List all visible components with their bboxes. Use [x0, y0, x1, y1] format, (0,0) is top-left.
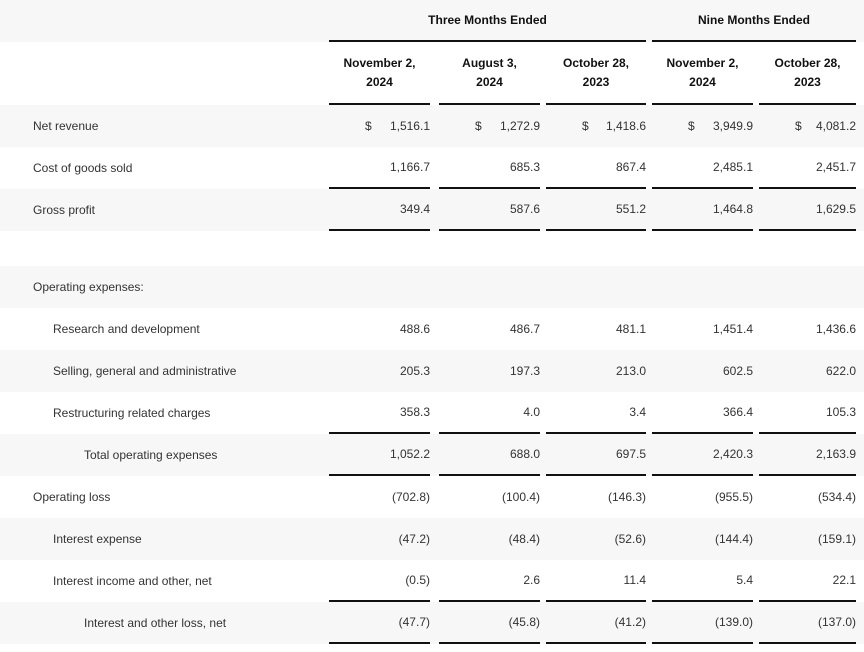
- table-row: Operating loss (702.8) (100.4) (146.3) (955.…: [0, 476, 864, 518]
- cell-value: 358.3: [399, 405, 430, 419]
- table-row: Interest expense (47.2) (48.4) (52.6) (144.4…: [0, 518, 864, 560]
- cell-value: 2,163.9: [815, 447, 856, 461]
- cell-value: (47.2): [398, 532, 430, 546]
- cell-value: 5.4: [736, 573, 753, 587]
- cell-value: (52.6): [614, 532, 646, 546]
- cell-value: 1,629.5: [815, 202, 856, 216]
- cell-value: 205.3: [399, 364, 430, 378]
- table-row: Selling, general and administrative 205.3…: [0, 350, 864, 392]
- cell-value: 1,166.7: [389, 160, 430, 174]
- row-label: Interest income and other, net: [53, 574, 212, 588]
- currency-symbol: $: [688, 119, 695, 133]
- table-row: Operating expenses:: [0, 266, 864, 308]
- currency-symbol: $: [582, 119, 589, 133]
- table-row: Net revenue $1,516.1 $1,272.9 $1,418.6 $3,94…: [0, 105, 864, 147]
- cell-value: 349.4: [399, 202, 430, 216]
- cell-value: 688.0: [509, 447, 540, 461]
- cell-value: 481.1: [615, 322, 646, 336]
- cell-value: 4.0: [523, 405, 540, 419]
- cell-value: 3,949.9: [712, 119, 753, 133]
- cell-value: 197.3: [509, 364, 540, 378]
- cell-value: 1,464.8: [712, 202, 753, 216]
- cell-value: (48.4): [508, 532, 540, 546]
- cell-value: 622.0: [825, 364, 856, 378]
- header-three-months: Three Months Ended: [329, 0, 646, 42]
- cell-value: 11.4: [623, 573, 646, 587]
- currency-symbol: $: [795, 119, 802, 133]
- row-label: Selling, general and administrative: [53, 364, 237, 378]
- cell-value: (955.5): [714, 490, 753, 504]
- cell-value: 486.7: [509, 322, 540, 336]
- currency-symbol: $: [475, 119, 482, 133]
- table-row: Gross profit 349.4 587.6 551.2 1,464.8 1,629.…: [0, 189, 864, 231]
- cell-value: 1,272.9: [499, 119, 540, 133]
- cell-value: 1,052.2: [389, 447, 430, 461]
- cell-value: (146.3): [607, 490, 646, 504]
- cell-value: (702.8): [391, 490, 430, 504]
- cell-value: 867.4: [615, 160, 646, 174]
- cell-value: (144.4): [714, 532, 753, 546]
- cell-value: 2,420.3: [712, 447, 753, 461]
- cell-value: 697.5: [615, 447, 646, 461]
- cell-value: (45.8): [508, 615, 540, 629]
- column-header: November 2, 2024: [329, 42, 430, 105]
- cell-value: (0.5): [405, 573, 430, 587]
- cell-value: (159.1): [817, 532, 856, 546]
- row-label: Operating loss: [33, 490, 111, 504]
- cell-value: 685.3: [509, 160, 540, 174]
- row-label: Interest expense: [53, 532, 142, 546]
- cell-value: 1,418.6: [605, 119, 646, 133]
- cell-value: 2,451.7: [815, 160, 856, 174]
- cell-value: 3.4: [629, 405, 646, 419]
- column-header: November 2, 2024: [652, 42, 753, 105]
- row-label: Total operating expenses: [84, 448, 218, 462]
- row-label: Operating expenses:: [33, 280, 144, 294]
- table-row: Research and development 488.6 486.7 481.1 1…: [0, 308, 864, 350]
- cell-value: (47.7): [398, 615, 430, 629]
- header-group-row: Three Months Ended Nine Months Ended: [0, 0, 864, 42]
- cell-value: 602.5: [722, 364, 753, 378]
- header-date-row: November 2, 2024 August 3, 2024 October …: [0, 42, 864, 105]
- cell-value: 551.2: [615, 202, 646, 216]
- cell-value: 587.6: [509, 202, 540, 216]
- cell-value: (100.4): [501, 490, 540, 504]
- row-label: Cost of goods sold: [33, 161, 133, 175]
- spacer-row: [0, 231, 864, 266]
- cell-value: 1,436.6: [815, 322, 856, 336]
- column-header: October 28, 2023: [546, 42, 646, 105]
- row-label: Restructuring related charges: [53, 406, 211, 420]
- column-header: August 3, 2024: [439, 42, 540, 105]
- row-label: Net revenue: [33, 119, 99, 133]
- table-row: Interest income and other, net (0.5) 2.6 11…: [0, 560, 864, 602]
- table-row: Restructuring related charges 358.3 4.0 3.4…: [0, 392, 864, 434]
- cell-value: 2.6: [523, 573, 540, 587]
- cell-value: (139.0): [714, 615, 753, 629]
- cell-value: 22.1: [832, 573, 856, 587]
- cell-value: 2,485.1: [712, 160, 753, 174]
- table-row: Cost of goods sold 1,166.7 685.3 867.4 2,485…: [0, 147, 864, 189]
- row-label: Research and development: [53, 322, 200, 336]
- row-label: Gross profit: [33, 203, 96, 217]
- table-row: Total operating expenses 1,052.2 688.0 697.…: [0, 434, 864, 476]
- cell-value: (137.0): [817, 615, 856, 629]
- column-header: October 28, 2023: [759, 42, 856, 105]
- cell-value: (41.2): [614, 615, 646, 629]
- table-row: Interest and other loss, net (47.7) (45.8)…: [0, 602, 864, 644]
- cell-value: 105.3: [825, 405, 856, 419]
- header-nine-months: Nine Months Ended: [652, 0, 856, 42]
- cell-value: 366.4: [722, 405, 753, 419]
- cell-value: (534.4): [817, 490, 856, 504]
- cell-value: 1,516.1: [389, 119, 430, 133]
- cell-value: 488.6: [399, 322, 430, 336]
- cell-value: 1,451.4: [712, 322, 753, 336]
- cell-value: 213.0: [615, 364, 646, 378]
- cell-value: 4,081.2: [815, 119, 856, 133]
- currency-symbol: $: [365, 119, 372, 133]
- row-label: Interest and other loss, net: [84, 616, 227, 630]
